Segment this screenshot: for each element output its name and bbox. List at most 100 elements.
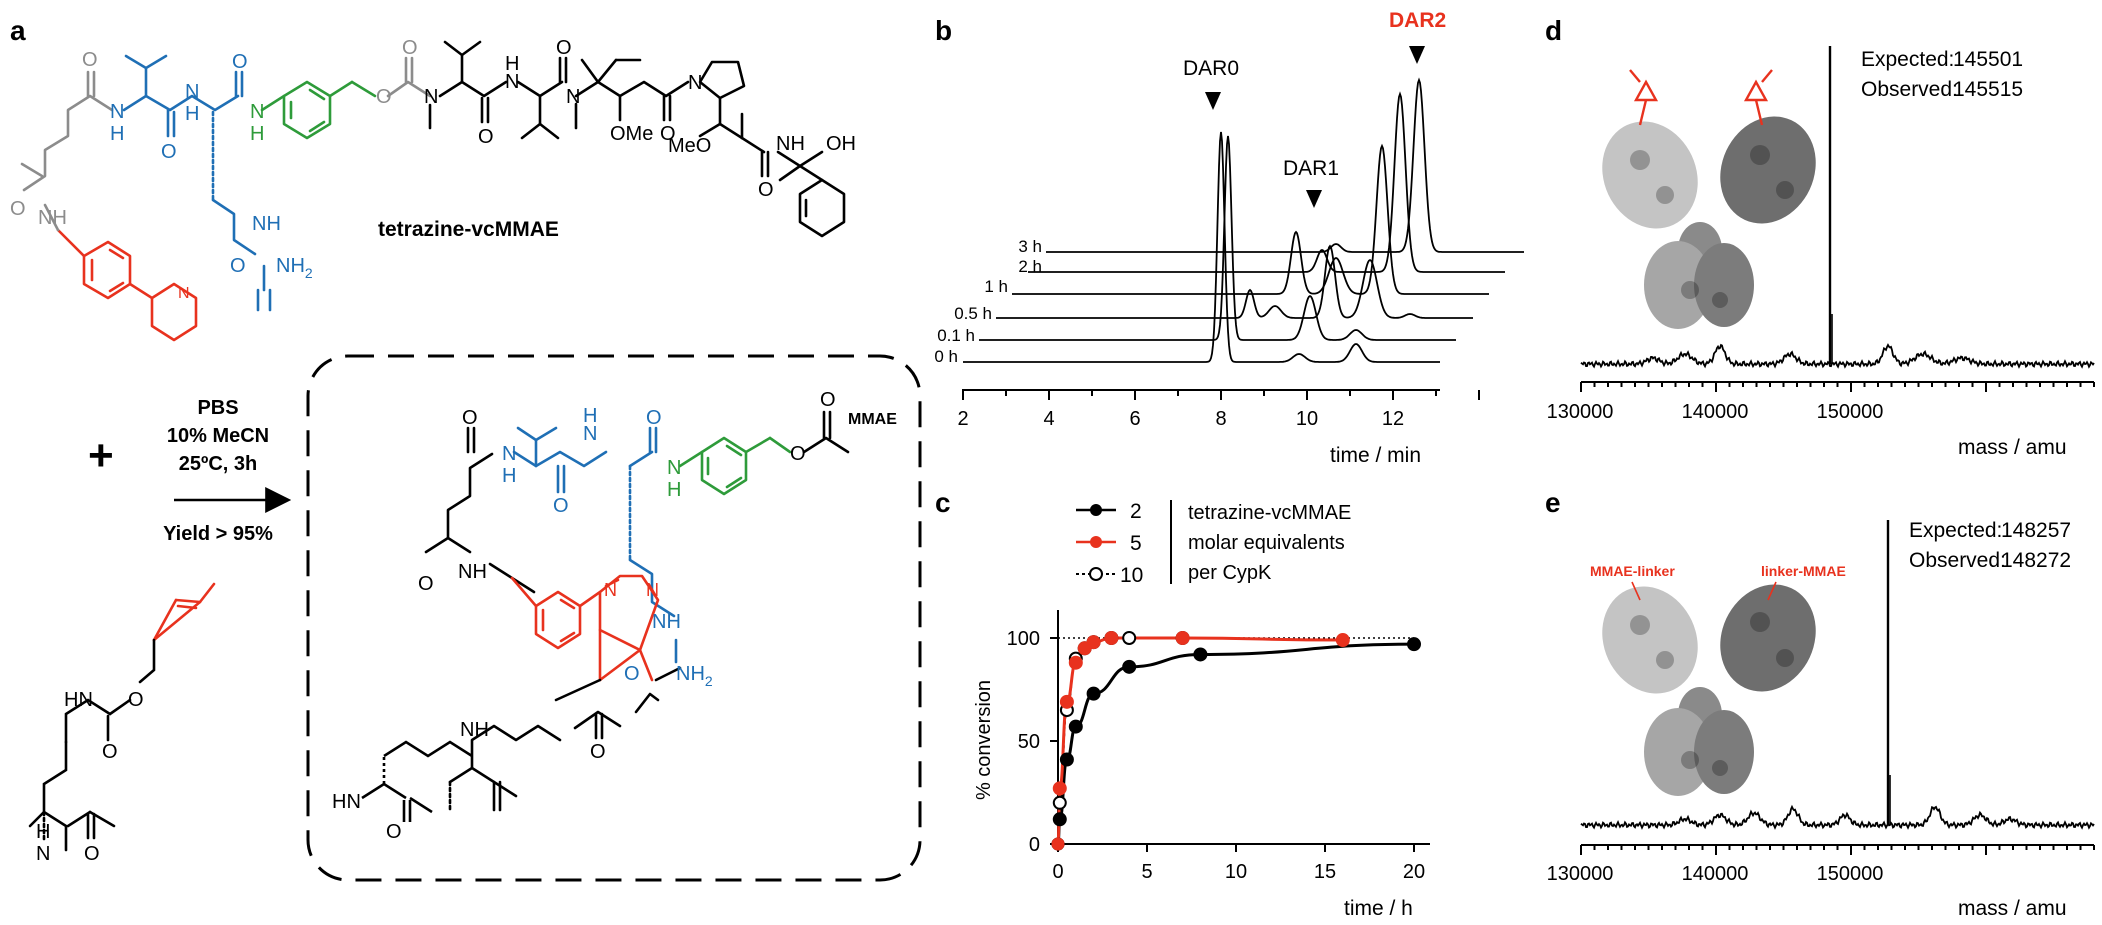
tick-label: 4: [1043, 408, 1054, 430]
condition-solvent: 10% MeCN: [167, 425, 269, 447]
tick-label: 140000: [1682, 401, 1749, 423]
atom-nh: NH: [460, 719, 489, 741]
tick-label: 8: [1215, 408, 1226, 430]
point-2: [1059, 752, 1074, 767]
tick-label: 140000: [1682, 863, 1749, 885]
point-10: [1052, 795, 1067, 810]
atom-o: O: [386, 821, 402, 843]
panel-c-x-ticks: 0 5 10 15 20: [1052, 861, 1425, 883]
x-tick-label: 20: [1403, 861, 1425, 883]
tick-label: 150000: [1817, 863, 1884, 885]
peak-arrows: [1205, 46, 1425, 208]
atom-nh: NH: [652, 611, 681, 633]
trace-label-0-5h: 0.5 h: [954, 304, 992, 323]
legend-label-2: 2: [1130, 500, 1142, 523]
point-10: [1122, 631, 1137, 645]
reaction-yield: Yield > 95%: [163, 523, 273, 545]
atom-n: N: [566, 86, 580, 108]
tick-label: 6: [1129, 408, 1140, 430]
panel-letter-e: e: [1545, 487, 1561, 518]
panel-letter-d: d: [1545, 15, 1562, 46]
tetrazine-vcmmae-atoms: O NH O N H O N H O N H O O N O N H O N O…: [10, 37, 856, 302]
expected-value-e: 148257: [2001, 519, 2071, 542]
atom-nh: NH: [38, 207, 67, 229]
panel-b: b DAR0 DAR1 DAR2 3 h 2 h 1 h 0.5 h 0.1 h…: [934, 9, 1524, 467]
antibody-image-e: [1602, 584, 1816, 796]
point-5: [1175, 631, 1190, 645]
atom-o: O: [230, 255, 246, 277]
panel-d-x-axis: 130000 140000 150000 mass / amu: [1547, 381, 2095, 459]
pab-spacer: [260, 80, 377, 140]
atom-n: N: [178, 285, 190, 302]
atom-n: N: [502, 443, 516, 465]
chromatogram-trace: [979, 135, 1456, 341]
antibody-image-d: [1602, 116, 1816, 329]
atom-o: O: [462, 407, 478, 429]
atom-o: O: [402, 37, 418, 59]
atom-nh: NH: [252, 213, 281, 235]
atom-oh: OH: [826, 133, 856, 155]
chromatogram-trace: [1028, 91, 1505, 273]
panel-d: d Expected: 145501 Observed: 145515: [1545, 15, 2095, 459]
point-5: [1104, 631, 1119, 645]
legend-entry-5: 5: [1076, 532, 1142, 555]
atom-hn: HN: [332, 791, 361, 813]
panel-e: e MMAE-linker linker-MMAE Expected: 1482…: [1545, 487, 2095, 920]
legend-entry-10: 10: [1076, 564, 1143, 587]
dar-peak-labels: DAR0 DAR1 DAR2: [1183, 9, 1446, 180]
product-structure: [424, 410, 850, 812]
dar2-arrow: [1409, 46, 1425, 64]
label-mmae-linker: MMAE-linker: [1590, 563, 1675, 579]
panel-letter-c: c: [935, 487, 951, 518]
legend-description: tetrazine-vcMMAE molar equivalents per C…: [1188, 502, 1351, 584]
spectrum-trace: [1580, 804, 2095, 830]
product-box: [306, 354, 922, 882]
observed-label-e: Observed:: [1909, 549, 2006, 572]
x-tick-label: 0: [1052, 861, 1063, 883]
legend-text-line3: per CypK: [1188, 562, 1272, 584]
point-5: [1086, 635, 1101, 650]
atom-o: O: [82, 49, 98, 71]
trace-label-3h: 3 h: [1018, 237, 1042, 256]
point-5: [1068, 655, 1083, 670]
y-tick-label: 0: [1029, 834, 1040, 856]
peak-label-dar1: DAR1: [1283, 157, 1339, 180]
mmae-structure: [428, 40, 846, 238]
x-tick-label: 5: [1141, 861, 1152, 883]
legend-label-10: 10: [1120, 564, 1143, 587]
point-2: [1122, 659, 1137, 674]
condition-temperature: 25ºC, 3h: [179, 453, 257, 475]
atom-o: O: [102, 741, 118, 763]
trace-label-2h: 2 h: [1018, 257, 1042, 276]
panel-a: a: [10, 15, 922, 882]
atom-h: H: [667, 479, 681, 501]
dar1-arrow: [1306, 190, 1322, 208]
panel-c-ylabel: % conversion: [973, 680, 995, 800]
product-lysine-backbone: [361, 740, 473, 822]
atom-n: N: [583, 423, 597, 445]
panel-c-xlabel: time / h: [1344, 897, 1413, 920]
cyclopropene-markers-d: [1629, 69, 1773, 126]
atom-h: H: [583, 405, 597, 427]
atom-nh: NH: [776, 133, 805, 155]
atom-nh: NH: [458, 561, 487, 583]
atom-n: N: [667, 457, 681, 479]
cyclopropene-lysine-atoms: O O HN N H O: [36, 689, 144, 865]
atom-h: H: [505, 53, 519, 75]
chromatogram-trace: [1012, 143, 1489, 295]
series-line-5: [1056, 636, 1343, 846]
atom-h: H: [185, 103, 199, 125]
atom-n: N: [36, 843, 50, 865]
atom-h: H: [36, 821, 50, 843]
atom-o: O: [161, 141, 177, 163]
panel-e-tick-labels: 130000 140000 150000: [1547, 863, 1884, 885]
panel-letter-b: b: [935, 15, 952, 46]
plus-sign: +: [88, 431, 114, 480]
dar0-arrow: [1205, 92, 1221, 110]
point-2: [1052, 812, 1067, 827]
panel-d-tick-labels: 130000 140000 150000: [1547, 401, 1884, 423]
panel-letter-a: a: [10, 15, 26, 46]
label-linker-mmae: linker-MMAE: [1761, 563, 1846, 579]
tick-label: 130000: [1547, 401, 1614, 423]
